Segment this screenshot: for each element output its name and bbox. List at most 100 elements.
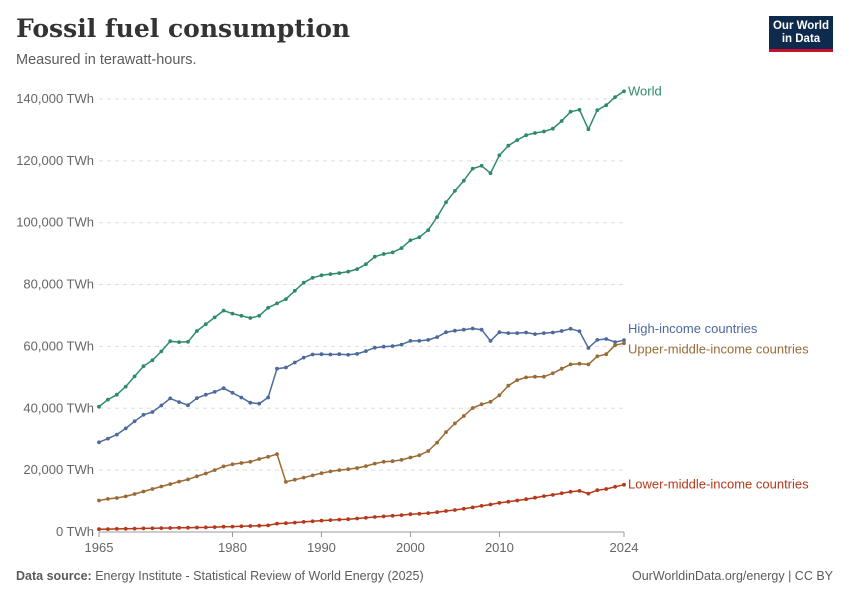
data-point-high-income-countries	[266, 395, 270, 400]
data-point-upper-middle-income-countries	[515, 378, 520, 382]
data-point-lower-middle-income-countries	[550, 493, 555, 497]
data-point-upper-middle-income-countries	[239, 461, 244, 465]
data-point-upper-middle-income-countries	[435, 440, 439, 445]
data-point-world	[141, 364, 146, 369]
data-point-high-income-countries	[426, 338, 431, 342]
data-point-world	[328, 272, 333, 276]
data-source-text[interactable]: Energy Institute - Statistical Review of…	[95, 569, 424, 583]
data-point-high-income-countries	[275, 366, 279, 371]
x-tick-label: 1965	[85, 540, 114, 555]
data-point-upper-middle-income-countries	[212, 468, 217, 472]
data-point-world	[106, 397, 110, 402]
data-point-high-income-countries	[114, 432, 119, 437]
data-point-world	[212, 315, 217, 320]
data-point-high-income-countries	[470, 326, 475, 331]
data-point-world	[337, 271, 342, 275]
data-point-lower-middle-income-countries	[319, 518, 324, 523]
data-point-high-income-countries	[168, 396, 173, 401]
data-point-lower-middle-income-countries	[159, 526, 164, 530]
data-point-world	[515, 138, 520, 143]
data-point-upper-middle-income-countries	[568, 362, 573, 367]
data-point-lower-middle-income-countries	[435, 510, 439, 515]
data-point-world	[488, 171, 493, 176]
data-point-world	[461, 178, 466, 183]
data-point-high-income-countries	[248, 400, 253, 405]
data-point-high-income-countries	[301, 355, 306, 360]
data-point-world	[426, 228, 431, 233]
y-tick-label: 100,000 TWh	[16, 215, 94, 230]
data-point-lower-middle-income-countries	[399, 513, 404, 517]
data-point-high-income-countries	[542, 331, 546, 335]
data-point-upper-middle-income-countries	[106, 497, 110, 501]
data-point-lower-middle-income-countries	[622, 482, 626, 487]
data-point-world	[284, 297, 288, 301]
data-point-high-income-countries	[364, 349, 368, 353]
data-point-upper-middle-income-countries	[559, 366, 564, 371]
data-point-lower-middle-income-countries	[97, 527, 101, 532]
y-tick-label: 0 TWh	[56, 524, 94, 539]
footer-attribution[interactable]: OurWorldinData.org/energy | CC BY	[631, 569, 833, 583]
series-line-high-income-countries	[98, 327, 625, 443]
data-point-high-income-countries	[506, 331, 511, 335]
data-point-lower-middle-income-countries	[586, 491, 591, 496]
data-point-upper-middle-income-countries	[390, 459, 395, 464]
data-point-world	[497, 153, 502, 158]
data-point-high-income-countries	[310, 352, 315, 357]
data-point-upper-middle-income-countries	[150, 487, 155, 491]
series-label-world: World	[628, 83, 662, 98]
data-point-world	[559, 119, 564, 123]
data-point-upper-middle-income-countries	[622, 341, 626, 346]
data-point-world	[444, 200, 448, 205]
data-point-lower-middle-income-countries	[141, 526, 146, 531]
data-point-high-income-countries	[435, 335, 439, 339]
data-point-high-income-countries	[497, 330, 502, 335]
data-point-high-income-countries	[97, 440, 101, 445]
data-point-lower-middle-income-countries	[355, 516, 359, 521]
data-point-lower-middle-income-countries	[177, 525, 182, 530]
data-point-high-income-countries	[195, 396, 199, 400]
data-point-high-income-countries	[257, 401, 262, 406]
data-point-world	[586, 127, 591, 132]
series-line-world	[98, 90, 625, 408]
data-point-upper-middle-income-countries	[604, 352, 609, 357]
data-source: Data source: Energy Institute - Statisti…	[16, 569, 424, 583]
data-point-high-income-countries	[355, 352, 359, 356]
data-point-world	[470, 166, 475, 171]
data-point-world	[453, 189, 457, 193]
data-point-high-income-countries	[284, 365, 288, 370]
data-point-upper-middle-income-countries	[488, 399, 493, 404]
data-point-world	[613, 95, 617, 99]
data-point-upper-middle-income-countries	[248, 459, 253, 464]
data-point-lower-middle-income-countries	[132, 526, 137, 531]
data-point-lower-middle-income-countries	[533, 495, 537, 500]
data-point-lower-middle-income-countries	[568, 489, 573, 494]
data-point-upper-middle-income-countries	[221, 464, 226, 469]
data-point-high-income-countries	[453, 328, 457, 333]
data-point-lower-middle-income-countries	[292, 520, 297, 525]
data-point-upper-middle-income-countries	[319, 471, 324, 476]
data-point-lower-middle-income-countries	[114, 527, 119, 531]
data-point-world	[195, 329, 199, 333]
data-point-high-income-countries	[408, 339, 413, 343]
data-point-lower-middle-income-countries	[613, 484, 617, 489]
data-point-high-income-countries	[106, 436, 110, 441]
data-point-world	[275, 301, 279, 306]
data-point-world	[595, 108, 600, 112]
x-tick-label: 2024	[610, 540, 639, 555]
data-point-high-income-countries	[186, 403, 190, 408]
series-label-high-income-countries: High-income countries	[628, 321, 758, 336]
data-point-upper-middle-income-countries	[203, 471, 208, 476]
data-point-world	[408, 238, 413, 243]
data-point-high-income-countries	[221, 386, 226, 391]
data-point-high-income-countries	[141, 412, 146, 417]
data-point-lower-middle-income-countries	[426, 511, 431, 515]
data-point-upper-middle-income-countries	[453, 421, 457, 426]
data-point-upper-middle-income-countries	[399, 458, 404, 462]
data-point-high-income-countries	[479, 327, 484, 332]
data-point-upper-middle-income-countries	[168, 482, 173, 486]
data-point-high-income-countries	[381, 344, 386, 349]
data-point-world	[292, 288, 297, 293]
data-point-world	[221, 308, 226, 313]
data-point-upper-middle-income-countries	[292, 477, 297, 482]
owid-logo[interactable]: Our World in Data	[769, 16, 833, 52]
